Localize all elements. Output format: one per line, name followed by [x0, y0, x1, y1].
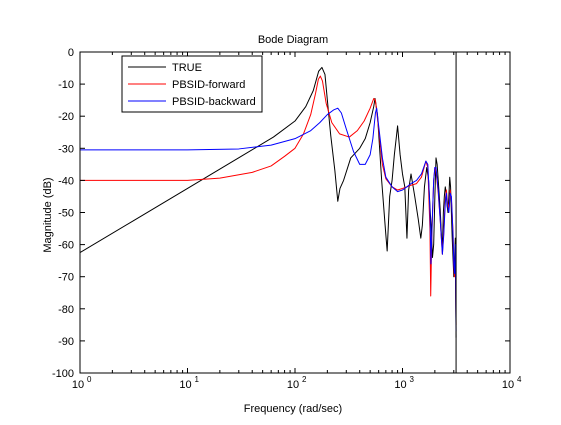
y-tick-label: -40 — [58, 175, 74, 187]
y-tick-label: -60 — [58, 240, 74, 252]
y-tick-label: -10 — [58, 79, 74, 91]
y-axis-label: Magnitude (dB) — [42, 177, 54, 252]
y-tick-label: -90 — [58, 336, 74, 348]
x-tick-exponent: 3 — [410, 375, 415, 384]
y-tick-label: -100 — [52, 368, 74, 380]
x-axis-label: Frequency (rad/sec) — [244, 403, 342, 415]
legend-label-1: PBSID-forward — [172, 79, 245, 91]
x-tick-exponent: 2 — [302, 375, 307, 384]
x-tick-exponent: 4 — [517, 375, 522, 384]
x-tick-label: 10 — [394, 379, 406, 391]
x-tick-label: 10 — [72, 379, 84, 391]
x-tick-label: 10 — [179, 379, 191, 391]
legend-label-2: PBSID-backward — [172, 96, 256, 108]
y-tick-label: -50 — [58, 208, 74, 220]
x-tick-exponent: 1 — [195, 375, 200, 384]
y-tick-label: -80 — [58, 304, 74, 316]
x-tick-label: 10 — [502, 379, 514, 391]
chart-title: Bode Diagram — [258, 34, 328, 46]
y-tick-label: -70 — [58, 272, 74, 284]
y-tick-label: -30 — [58, 143, 74, 155]
y-tick-label: 0 — [68, 47, 74, 59]
y-tick-label: -20 — [58, 111, 74, 123]
x-tick-label: 10 — [287, 379, 299, 391]
x-tick-exponent: 0 — [87, 375, 92, 384]
legend-label-0: TRUE — [172, 62, 202, 74]
legend: TRUE PBSID-forward PBSID-backward — [122, 56, 262, 112]
